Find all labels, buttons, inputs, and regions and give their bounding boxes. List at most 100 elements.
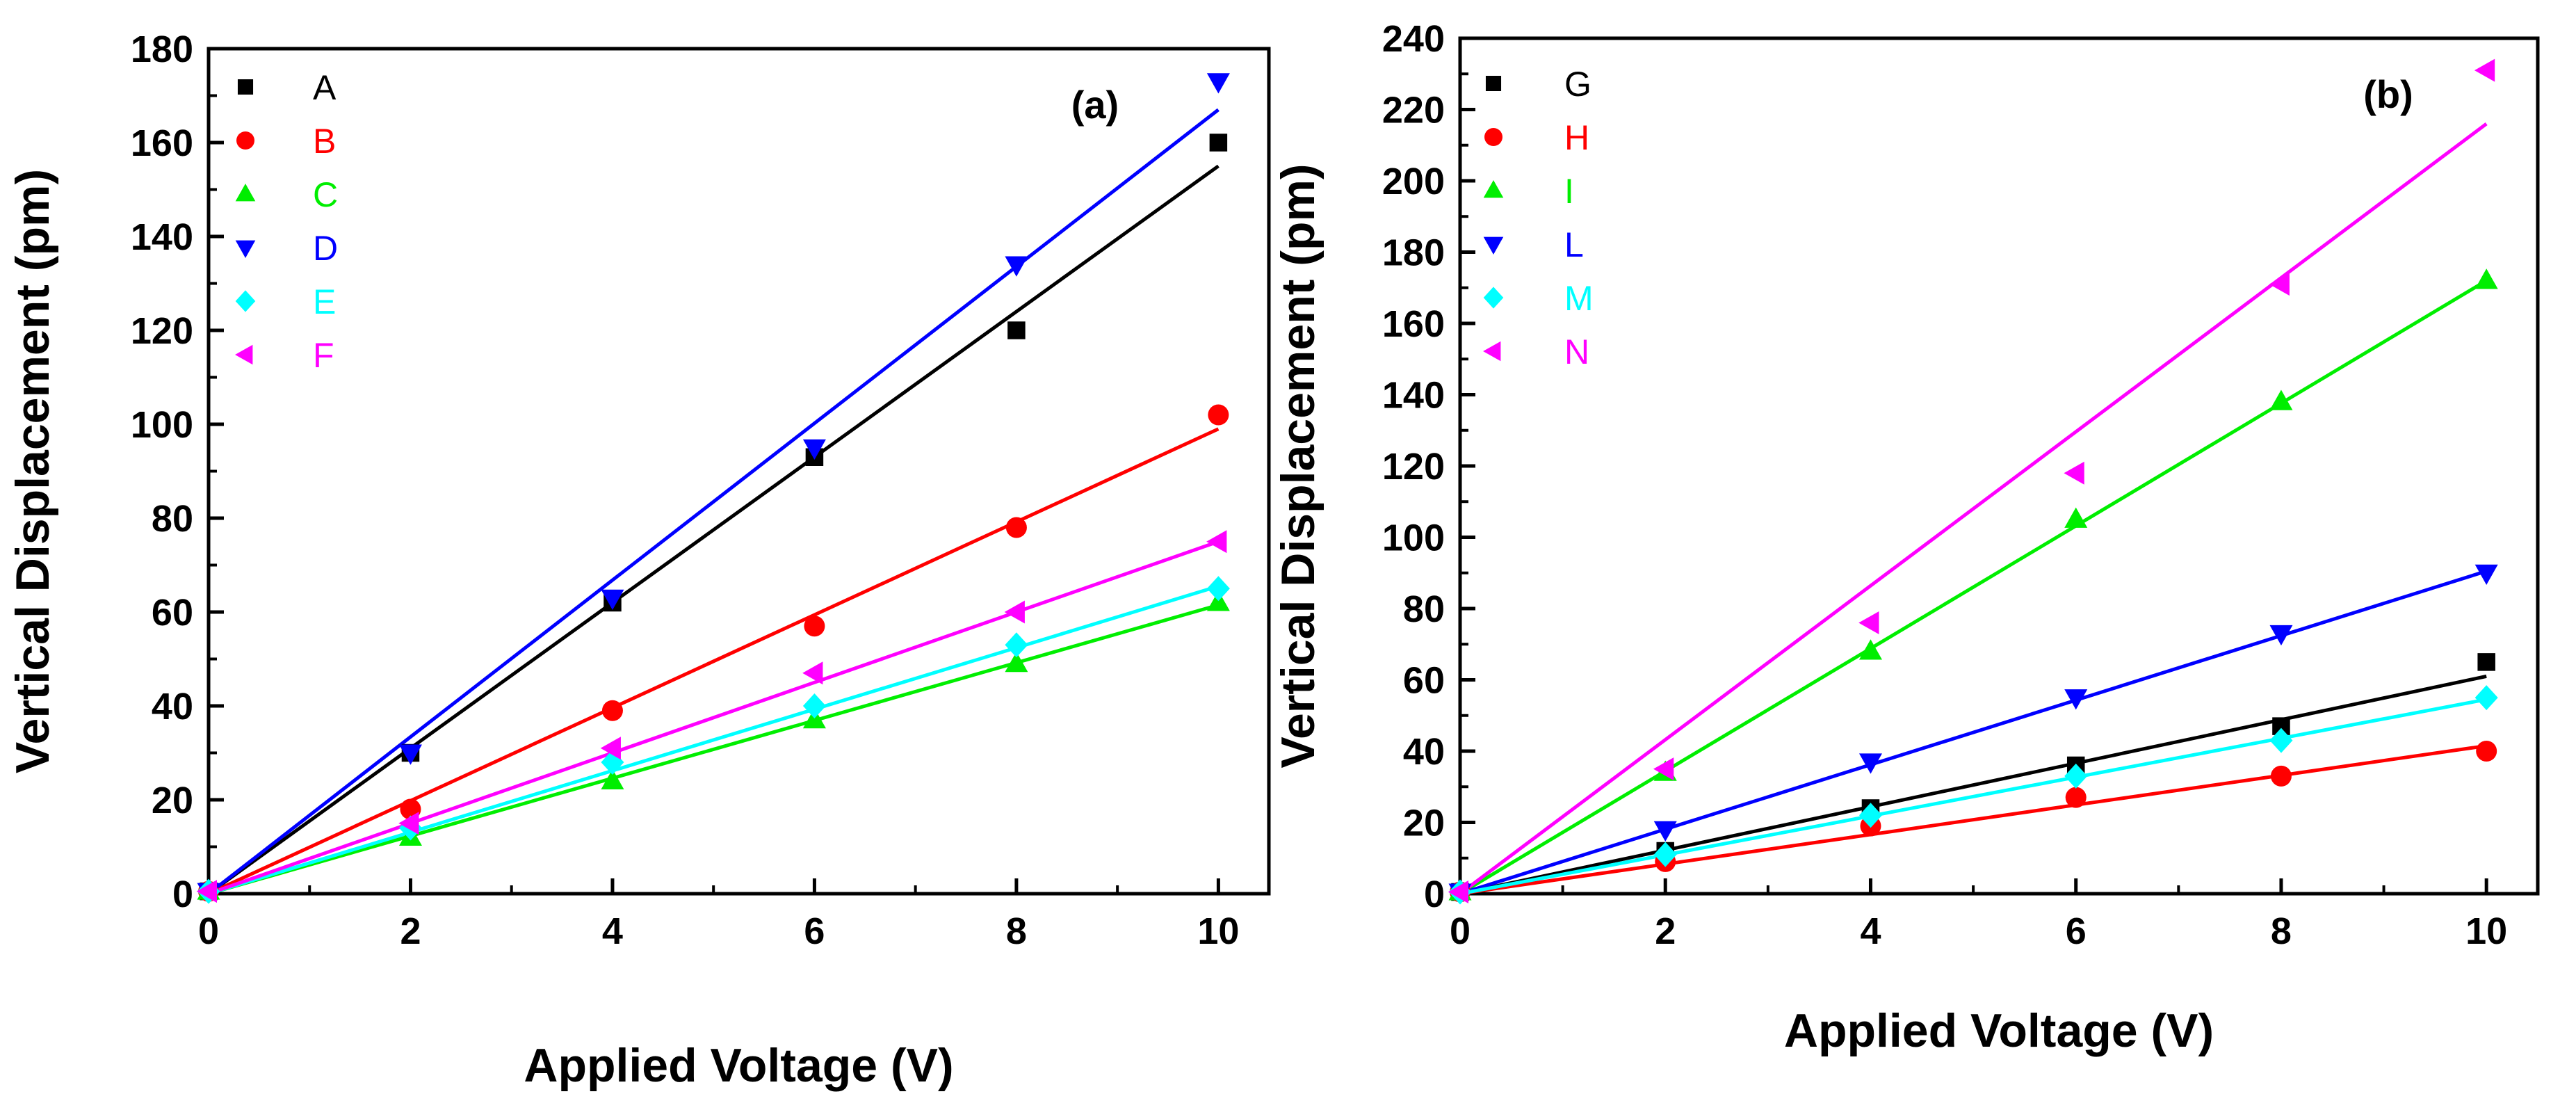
panel-label: (a) bbox=[1071, 83, 1119, 127]
x-axis-title: Applied Voltage (V) bbox=[1784, 1004, 2214, 1057]
fit-line-H bbox=[1459, 743, 2487, 896]
legend-marker-M bbox=[1483, 287, 1504, 309]
x-tick-label: 6 bbox=[2066, 910, 2087, 952]
data-point-D bbox=[802, 439, 826, 460]
y-axis-title: Vertical Displacement (pm) bbox=[6, 169, 59, 773]
fit-line-F bbox=[208, 540, 1220, 896]
fit-line-A bbox=[207, 164, 1220, 896]
data-point-B bbox=[601, 700, 623, 721]
data-point-M bbox=[2474, 685, 2498, 711]
data-point-M bbox=[1653, 842, 1677, 867]
data-point-N bbox=[1858, 611, 1879, 634]
data-point-D bbox=[601, 589, 624, 610]
x-tick-label: 2 bbox=[400, 910, 421, 952]
legend-marker-B bbox=[236, 131, 254, 150]
y-tick-label: 220 bbox=[1382, 90, 1445, 131]
fit-line-D bbox=[207, 108, 1220, 895]
y-tick-label: 160 bbox=[131, 122, 193, 164]
legend-marker-C bbox=[235, 184, 256, 202]
data-point-F bbox=[1004, 600, 1025, 624]
y-tick-label: 140 bbox=[1382, 375, 1445, 417]
y-tick-label: 80 bbox=[1403, 588, 1445, 630]
data-point-B bbox=[1005, 517, 1027, 538]
data-point-L bbox=[2064, 689, 2088, 710]
legend-marker-E bbox=[235, 290, 256, 312]
legend-marker-I bbox=[1483, 180, 1504, 198]
legend-marker-G bbox=[1485, 75, 1502, 92]
data-point-B bbox=[804, 616, 825, 637]
data-point-A bbox=[1209, 134, 1228, 152]
legend-label-I: I bbox=[1564, 172, 1574, 211]
data-point-F bbox=[196, 880, 217, 903]
data-point-M bbox=[2269, 727, 2293, 753]
y-tick-label: 40 bbox=[1403, 731, 1445, 773]
legend-label-F: F bbox=[313, 336, 334, 375]
data-point-I bbox=[2474, 268, 2498, 289]
y-tick-label: 240 bbox=[1382, 18, 1445, 60]
y-axis-title: Vertical Displacement (pm) bbox=[1272, 163, 1325, 768]
x-tick-label: 0 bbox=[198, 910, 219, 952]
y-tick-label: 0 bbox=[1424, 874, 1445, 915]
legend-label-L: L bbox=[1564, 225, 1584, 264]
x-tick-label: 8 bbox=[2271, 910, 2292, 952]
legend-label-D: D bbox=[313, 229, 338, 268]
data-point-N bbox=[2064, 461, 2084, 485]
legend-marker-H bbox=[1484, 128, 1502, 146]
y-tick-label: 160 bbox=[1382, 303, 1445, 345]
legend-marker-N bbox=[1483, 341, 1501, 362]
x-axis-title: Applied Voltage (V) bbox=[524, 1039, 953, 1092]
data-point-E bbox=[1005, 632, 1028, 658]
y-tick-label: 100 bbox=[1382, 517, 1445, 559]
legend-label-A: A bbox=[313, 68, 337, 107]
x-tick-label: 10 bbox=[1197, 910, 1239, 952]
data-point-I bbox=[2269, 389, 2293, 410]
data-point-D bbox=[398, 744, 422, 765]
legend-label-G: G bbox=[1564, 65, 1591, 104]
fit-line-I bbox=[1459, 279, 2488, 896]
data-point-M bbox=[2064, 763, 2088, 789]
data-point-F bbox=[600, 737, 621, 760]
chart-panel-b: 0 2 4 6 8 10020406080100120140160180200220240… bbox=[1272, 18, 2540, 1057]
data-point-H bbox=[2270, 765, 2292, 787]
y-tick-label: 120 bbox=[131, 310, 193, 352]
x-tick-label: 4 bbox=[602, 910, 623, 952]
data-point-A bbox=[1007, 321, 1026, 339]
y-tick-label: 120 bbox=[1382, 446, 1445, 488]
data-point-G bbox=[2477, 653, 2495, 671]
legend-label-M: M bbox=[1564, 279, 1594, 318]
x-tick-label: 6 bbox=[804, 910, 825, 952]
y-tick-label: 180 bbox=[131, 29, 193, 70]
data-point-F bbox=[1206, 530, 1227, 554]
y-tick-label: 180 bbox=[1382, 232, 1445, 274]
data-point-N bbox=[1448, 880, 1468, 903]
panel-label: (b) bbox=[2363, 72, 2413, 116]
data-point-N bbox=[1653, 757, 1674, 781]
data-point-N bbox=[2474, 58, 2495, 82]
legend-marker-D bbox=[235, 240, 256, 258]
fit-line-N bbox=[1459, 122, 2488, 896]
data-point-C bbox=[601, 769, 624, 789]
data-point-D bbox=[1005, 256, 1028, 277]
fit-line-C bbox=[208, 603, 1220, 896]
data-point-L bbox=[2474, 564, 2498, 585]
y-tick-label: 20 bbox=[1403, 803, 1445, 844]
data-point-H bbox=[2476, 741, 2497, 762]
data-point-F bbox=[398, 812, 419, 835]
x-tick-label: 4 bbox=[1860, 910, 1881, 952]
legend-marker-L bbox=[1483, 236, 1504, 255]
legend-marker-A bbox=[237, 79, 254, 95]
data-point-I bbox=[2064, 507, 2088, 528]
legend-label-C: C bbox=[313, 175, 338, 214]
data-point-L bbox=[1858, 753, 1882, 774]
data-point-F bbox=[802, 661, 823, 685]
y-tick-label: 140 bbox=[131, 216, 193, 258]
fit-line-G bbox=[1459, 674, 2487, 896]
legend-label-E: E bbox=[313, 282, 336, 321]
data-point-N bbox=[2269, 273, 2290, 296]
x-tick-label: 2 bbox=[1655, 910, 1676, 952]
x-tick-label: 0 bbox=[1450, 910, 1471, 952]
fit-line-M bbox=[1459, 698, 2487, 896]
data-point-E bbox=[802, 693, 826, 718]
